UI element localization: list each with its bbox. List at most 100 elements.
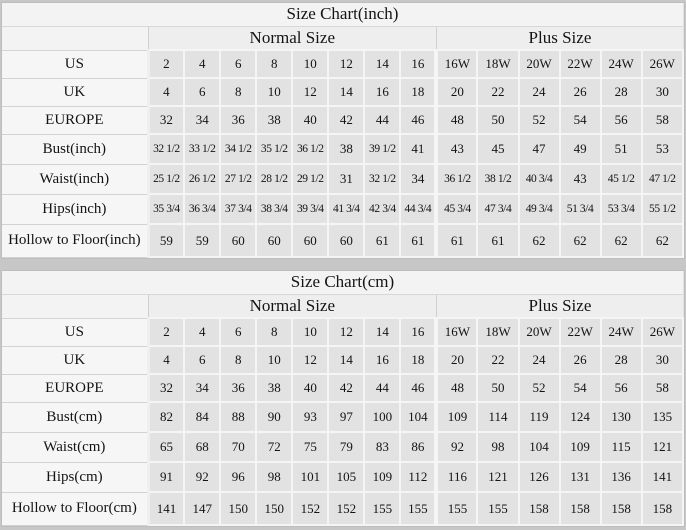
size-cell: 53 3/4 (599, 193, 643, 225)
size-cell: 25 1/2 (147, 163, 186, 195)
size-cell: 37 3/4 (219, 193, 258, 225)
size-cell: 61 (476, 223, 520, 258)
row-label: Bust(inch) (2, 133, 150, 165)
size-cell: 26W (640, 317, 685, 347)
size-cell: 46 (399, 105, 438, 135)
size-cell: 119 (517, 401, 561, 433)
size-cell: 150 (255, 491, 294, 526)
size-cell: 112 (399, 461, 438, 493)
size-cell: 22W (558, 317, 602, 347)
size-cell: 46 (399, 373, 438, 403)
size-cell: 32 (147, 105, 186, 135)
size-cell: 16 (363, 77, 402, 107)
size-cell: 124 (558, 401, 602, 433)
size-cell: 79 (327, 431, 366, 463)
size-cell: 96 (219, 461, 258, 493)
size-cell: 42 (327, 373, 366, 403)
size-cell: 6 (219, 49, 258, 79)
size-cell: 32 1/2 (147, 133, 186, 165)
size-cell: 131 (558, 461, 602, 493)
size-cell: 109 (558, 431, 602, 463)
size-cell: 12 (291, 77, 330, 107)
row-label: Bust(cm) (2, 401, 150, 433)
size-cell: 152 (291, 491, 330, 526)
size-cell: 16 (363, 345, 402, 375)
size-cell: 20W (517, 317, 561, 347)
size-cell: 54 (558, 105, 602, 135)
size-cell: 136 (599, 461, 643, 493)
size-cell: 62 (558, 223, 602, 258)
size-cell: 155 (476, 491, 520, 526)
size-cell: 8 (219, 345, 258, 375)
size-cell: 14 (327, 345, 366, 375)
size-cell: 16W (434, 317, 479, 347)
size-cell: 4 (147, 345, 186, 375)
size-cell: 34 (183, 105, 222, 135)
size-cell: 16 (399, 49, 438, 79)
size-cell: 34 (183, 373, 222, 403)
size-cell: 6 (183, 77, 222, 107)
size-cell: 32 (147, 373, 186, 403)
size-cell: 18 (399, 77, 438, 107)
size-cell: 75 (291, 431, 330, 463)
size-cell: 65 (147, 431, 186, 463)
size-cell: 91 (147, 461, 186, 493)
size-cell: 54 (558, 373, 602, 403)
size-cell: 6 (183, 345, 222, 375)
size-cell: 58 (640, 105, 685, 135)
size-cell: 14 (327, 77, 366, 107)
size-cell: 83 (363, 431, 402, 463)
size-cell: 53 (640, 133, 685, 165)
row-label: EUROPE (2, 105, 150, 135)
size-cell: 109 (363, 461, 402, 493)
size-cell: 158 (517, 491, 561, 526)
table-row: EUROPE 32 34 36 38 40 42 44 46 48 50 52 54 56 58 (2, 105, 685, 135)
table-row: US 2 4 6 8 10 12 14 16 16W 18W 20W 22W 24W 26W (2, 49, 685, 79)
table-row: Bust(cm) 82 84 88 90 93 97 100 104 109 114 119 124 13… (2, 401, 685, 433)
size-cell: 50 (476, 105, 520, 135)
size-cell: 47 3/4 (476, 193, 520, 225)
size-cell: 105 (327, 461, 366, 493)
size-cell: 4 (183, 317, 222, 347)
size-cell: 121 (640, 431, 685, 463)
size-cell: 2 (147, 49, 186, 79)
size-cell: 56 (599, 373, 643, 403)
corner-cell (2, 26, 149, 51)
size-cell: 90 (255, 401, 294, 433)
size-cell: 155 (363, 491, 402, 526)
table-row: Waist(cm) 65 68 70 72 75 79 83 86 92 98 104 109 115 12… (2, 431, 685, 463)
size-cell: 126 (517, 461, 561, 493)
table-row: EUROPE 32 34 36 38 40 42 44 46 48 50 52 54 56 58 (2, 373, 685, 403)
size-cell: 4 (147, 77, 186, 107)
size-cell: 158 (599, 491, 643, 526)
size-cell: 24 (517, 77, 561, 107)
size-cell: 60 (327, 223, 366, 258)
size-cell: 38 1/2 (476, 163, 520, 195)
size-cell: 34 (399, 163, 438, 195)
size-cell: 150 (219, 491, 258, 526)
size-cell: 43 (434, 133, 479, 165)
size-cell: 141 (147, 491, 186, 526)
size-cell: 10 (291, 317, 330, 347)
size-cell: 43 (558, 163, 602, 195)
size-cell: 48 (434, 373, 479, 403)
size-cell: 29 1/2 (291, 163, 330, 195)
size-cell: 104 (517, 431, 561, 463)
size-cell: 61 (434, 223, 479, 258)
size-cell: 24 (517, 345, 561, 375)
size-cell: 86 (399, 431, 438, 463)
size-cell: 62 (517, 223, 561, 258)
size-cell: 98 (255, 461, 294, 493)
size-cell: 33 1/2 (183, 133, 222, 165)
size-cell: 130 (599, 401, 643, 433)
size-cell: 38 (255, 105, 294, 135)
size-cell: 61 (399, 223, 438, 258)
row-label: UK (2, 77, 150, 107)
size-cell: 36 1/2 (434, 163, 479, 195)
table-row: US 2 4 6 8 10 12 14 16 16W 18W 20W 22W 24W 26W (2, 317, 685, 347)
size-cell: 8 (255, 49, 294, 79)
size-cell: 45 3/4 (434, 193, 479, 225)
size-cell: 115 (599, 431, 643, 463)
size-cell: 92 (183, 461, 222, 493)
size-cell: 60 (219, 223, 258, 258)
